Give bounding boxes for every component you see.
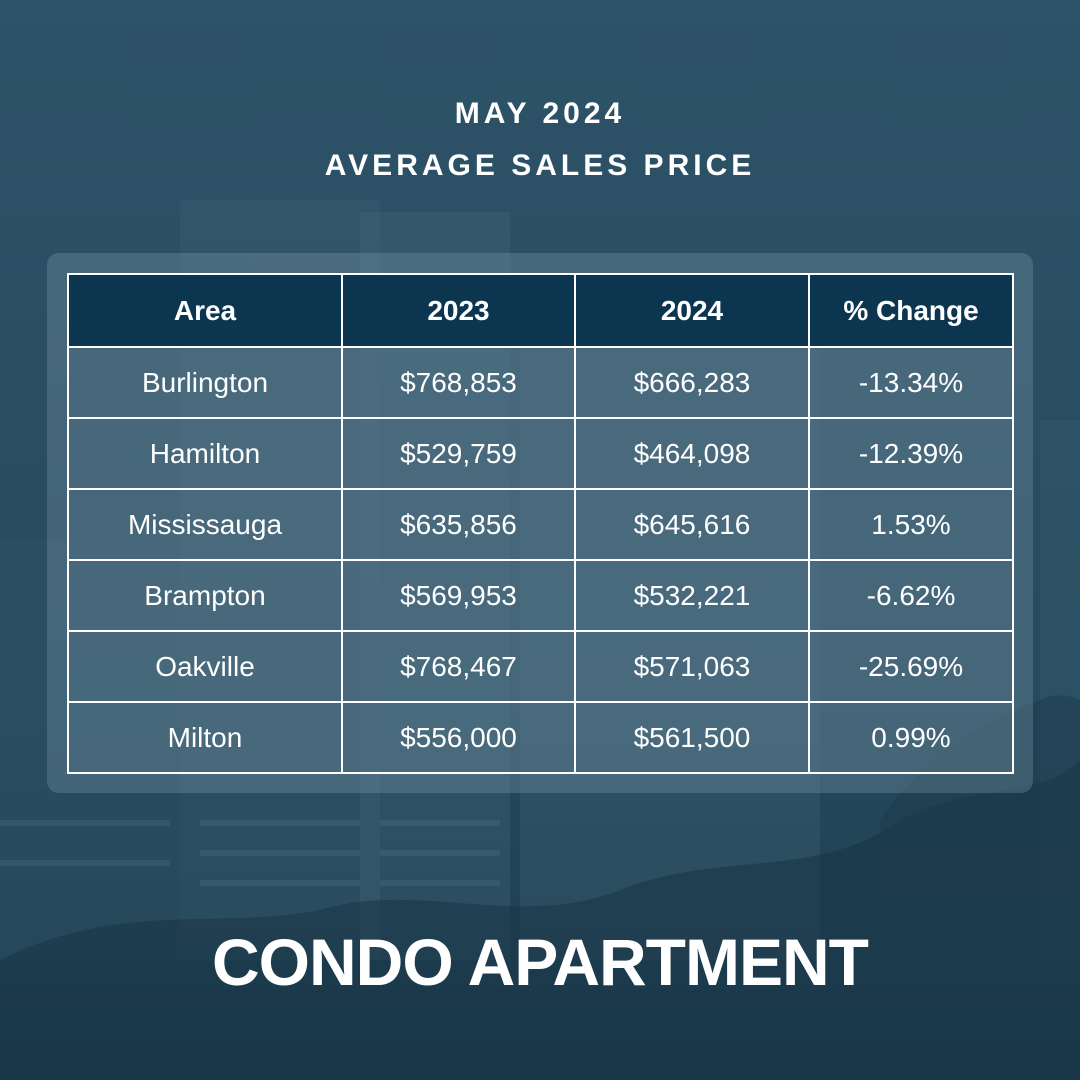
cell-2024: $666,283 bbox=[574, 346, 810, 419]
table-row: Hamilton $529,759 $464,098 -12.39% bbox=[67, 417, 1014, 490]
cell-2023: $556,000 bbox=[341, 701, 576, 774]
page-title: MAY 2024 AVERAGE SALES PRICE bbox=[0, 88, 1080, 192]
cell-change: -6.62% bbox=[808, 559, 1014, 632]
table-header-row: Area 2023 2024 % Change bbox=[67, 273, 1014, 348]
cell-2023: $635,856 bbox=[341, 488, 576, 561]
cell-2023: $569,953 bbox=[341, 559, 576, 632]
cell-area: Oakville bbox=[67, 630, 343, 703]
table-row: Milton $556,000 $561,500 0.99% bbox=[67, 701, 1014, 774]
cell-change: 1.53% bbox=[808, 488, 1014, 561]
header-2024: 2024 bbox=[574, 273, 810, 348]
title-subtitle: AVERAGE SALES PRICE bbox=[324, 149, 756, 182]
table-row: Mississauga $635,856 $645,616 1.53% bbox=[67, 488, 1014, 561]
cell-2024: $532,221 bbox=[574, 559, 810, 632]
cell-2023: $529,759 bbox=[341, 417, 576, 490]
cell-2024: $561,500 bbox=[574, 701, 810, 774]
table-row: Burlington $768,853 $666,283 -13.34% bbox=[67, 346, 1014, 419]
cell-area: Burlington bbox=[67, 346, 343, 419]
cell-area: Brampton bbox=[67, 559, 343, 632]
cell-area: Hamilton bbox=[67, 417, 343, 490]
cell-2024: $571,063 bbox=[574, 630, 810, 703]
cell-change: -25.69% bbox=[808, 630, 1014, 703]
header-2023: 2023 bbox=[341, 273, 576, 348]
cell-2024: $464,098 bbox=[574, 417, 810, 490]
cell-2024: $645,616 bbox=[574, 488, 810, 561]
cell-area: Mississauga bbox=[67, 488, 343, 561]
cell-change: -12.39% bbox=[808, 417, 1014, 490]
cell-area: Milton bbox=[67, 701, 343, 774]
table-row: Brampton $569,953 $532,221 -6.62% bbox=[67, 559, 1014, 632]
cell-2023: $768,467 bbox=[341, 630, 576, 703]
title-month: MAY 2024 bbox=[454, 97, 626, 130]
cell-2023: $768,853 bbox=[341, 346, 576, 419]
cell-change: -13.34% bbox=[808, 346, 1014, 419]
category-label: CONDO APARTMENT bbox=[212, 925, 869, 999]
price-table: Area 2023 2024 % Change Burlington $768,… bbox=[67, 273, 1014, 774]
table-row: Oakville $768,467 $571,063 -25.69% bbox=[67, 630, 1014, 703]
header-change: % Change bbox=[808, 273, 1014, 348]
cell-change: 0.99% bbox=[808, 701, 1014, 774]
header-area: Area bbox=[67, 273, 343, 348]
